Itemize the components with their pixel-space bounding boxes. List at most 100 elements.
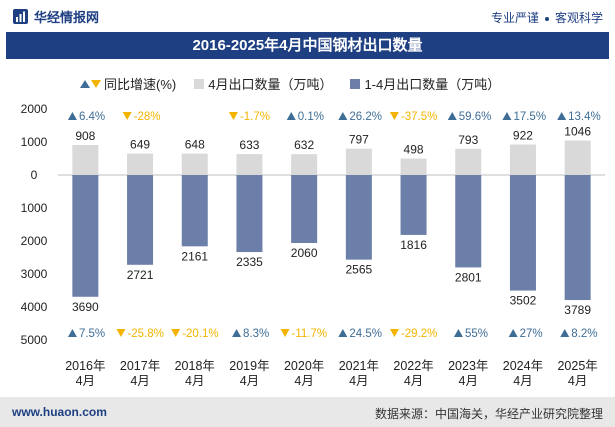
growth-label-cumulative: 55% — [453, 328, 488, 340]
legend-item-april: 4月出口数量（万吨） — [194, 74, 332, 93]
growth-label-april-text: 59.6% — [459, 111, 492, 123]
legend-label-april: 4月出口数量（万吨） — [208, 77, 333, 92]
x-tick-label: 4月 — [568, 374, 587, 388]
bar-cumulative — [291, 175, 318, 243]
bar-cumulative — [236, 175, 263, 253]
data-label-cumulative: 3690 — [72, 300, 99, 314]
growth-label-april-text: 17.5% — [513, 111, 546, 123]
triangle-down-icon — [116, 329, 126, 337]
growth-label-april: 13.4% — [557, 111, 601, 123]
growth-label-cumulative: 8.2% — [560, 328, 597, 340]
bar-cumulative — [72, 175, 99, 297]
bar-april — [400, 158, 427, 175]
growth-label-cumulative: -25.8% — [116, 328, 164, 340]
growth-label-april-text: -37.5% — [401, 111, 437, 123]
triangle-up-icon — [67, 329, 77, 337]
data-label-cumulative: 2161 — [181, 249, 208, 263]
growth-label-cumulative: -11.7% — [280, 328, 328, 340]
triangle-down-icon — [280, 329, 290, 337]
legend-item-cumulative: 1-4月出口数量（万吨） — [350, 74, 500, 93]
y-tick-label: 1000 — [21, 201, 48, 215]
triangle-up-icon — [447, 112, 457, 120]
growth-label-cumulative: -20.1% — [171, 328, 219, 340]
y-tick-label: 2000 — [21, 102, 48, 116]
triangle-up-icon — [80, 79, 90, 88]
brand-name: 华经情报网 — [34, 10, 100, 25]
triangle-down-icon — [389, 329, 399, 337]
brand: 华经情报网 — [12, 7, 99, 26]
data-label-april: 793 — [458, 133, 478, 147]
x-tick-label: 4月 — [349, 374, 368, 388]
growth-label-cumulative: -29.2% — [389, 328, 437, 340]
triangle-down-icon — [171, 329, 181, 337]
bar-april — [127, 153, 154, 175]
legend: 同比增速(%) 4月出口数量（万吨） 1-4月出口数量（万吨） — [80, 74, 518, 93]
growth-label-cumulative: 24.5% — [338, 328, 382, 340]
growth-label-cumulative: 8.3% — [232, 328, 269, 340]
growth-label-cumulative-text: -11.7% — [292, 328, 328, 340]
x-tick-label: 4月 — [513, 374, 532, 388]
triangle-up-icon — [560, 329, 570, 337]
footer-site[interactable]: www.huaon.com — [12, 405, 107, 419]
growth-label-cumulative-text: 27% — [520, 328, 543, 340]
data-label-cumulative: 2335 — [236, 255, 263, 269]
legend-label-growth: 同比增速(%) — [104, 77, 177, 92]
y-tick-label: 2000 — [21, 234, 48, 248]
bar-cumulative — [345, 175, 372, 260]
x-tick-label: 2020年 — [284, 359, 324, 373]
data-label-cumulative: 1816 — [400, 238, 427, 252]
growth-label-april-text: -1.7% — [240, 111, 270, 123]
data-label-cumulative: 2801 — [455, 270, 482, 284]
x-tick-label: 4月 — [240, 374, 259, 388]
y-tick-label: 0 — [31, 168, 38, 182]
slogan-left: 专业严谨 — [490, 11, 539, 25]
growth-label-cumulative-text: 8.2% — [571, 328, 597, 340]
growth-label-cumulative-text: 7.5% — [79, 328, 105, 340]
x-tick-label: 4月 — [404, 374, 423, 388]
x-tick-label: 2019年 — [229, 359, 269, 373]
bar-april — [564, 140, 591, 175]
data-label-cumulative: 3502 — [510, 294, 537, 308]
bar-cumulative — [509, 175, 536, 291]
growth-label-april: 26.2% — [338, 111, 382, 123]
triangle-down-icon — [389, 112, 399, 120]
data-label-april: 908 — [75, 129, 95, 143]
bar-april — [181, 153, 208, 175]
data-label-april: 632 — [294, 138, 314, 152]
growth-label-april-text: 0.1% — [298, 111, 324, 123]
growth-label-april: 0.1% — [286, 111, 324, 123]
legend-swatch-cumulative — [350, 78, 361, 89]
growth-label-cumulative: 7.5% — [67, 328, 105, 340]
x-tick-label: 2018年 — [175, 359, 215, 373]
data-label-april: 633 — [239, 138, 259, 152]
growth-label-april-text: -28% — [134, 111, 161, 123]
x-tick-label: 2022年 — [393, 359, 433, 373]
triangle-down-icon — [228, 112, 238, 120]
slogan-right: 客观科学 — [554, 11, 603, 25]
growth-label-april: 59.6% — [447, 111, 492, 123]
x-tick-label: 4月 — [459, 374, 478, 388]
bar-april — [72, 145, 99, 175]
growth-label-april: 6.4% — [67, 111, 105, 123]
bar-april — [236, 154, 263, 175]
bar-cumulative — [455, 175, 482, 268]
data-label-april: 922 — [513, 129, 533, 143]
y-tick-label: 5000 — [21, 333, 48, 347]
bar-april — [345, 148, 372, 175]
huajing-logo-icon — [13, 9, 28, 24]
data-label-cumulative: 2565 — [345, 263, 372, 277]
data-label-cumulative: 3789 — [564, 303, 591, 317]
growth-label-cumulative-text: -29.2% — [401, 328, 437, 340]
chart-title: 2016-2025年4月中国钢材出口数量 — [192, 37, 423, 54]
legend-item-growth: 同比增速(%) — [80, 74, 176, 93]
growth-label-cumulative-text: 24.5% — [349, 328, 382, 340]
bar-cumulative — [564, 175, 591, 301]
bar-cumulative — [127, 175, 154, 265]
y-tick-label: 4000 — [21, 300, 48, 314]
x-tick-label: 2016年 — [65, 359, 105, 373]
growth-label-april-text: 6.4% — [79, 111, 105, 123]
growth-label-cumulative-text: -20.1% — [182, 328, 218, 340]
triangle-up-icon — [286, 112, 296, 120]
x-tick-label: 2023年 — [448, 359, 488, 373]
triangle-down-icon — [122, 112, 132, 120]
